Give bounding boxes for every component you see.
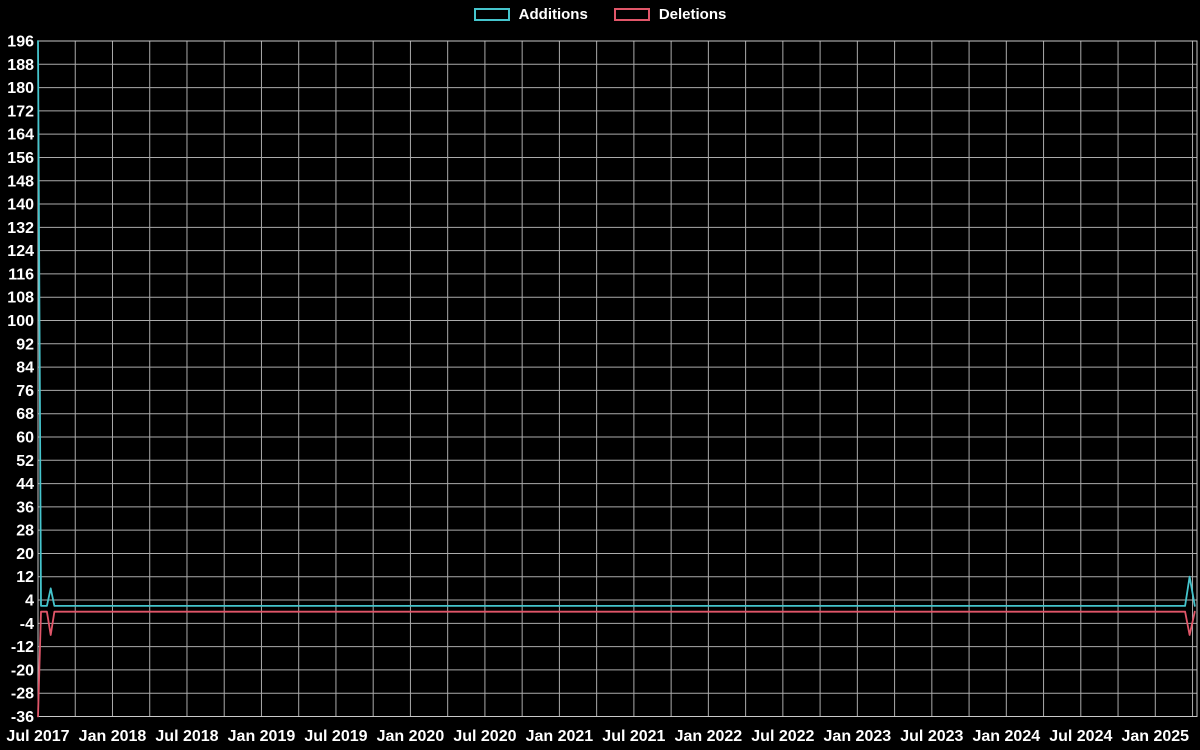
svg-text:Jan 2018: Jan 2018 <box>79 728 147 745</box>
svg-text:84: 84 <box>16 360 34 377</box>
svg-text:Jul 2023: Jul 2023 <box>900 728 963 745</box>
svg-text:132: 132 <box>7 220 34 237</box>
svg-text:Jan 2023: Jan 2023 <box>824 728 892 745</box>
x-axis-tick-labels: Jul 2017 Jan 2018 Jul 2018 Jan 2019 Jul 2019… <box>6 728 1189 745</box>
additions-line <box>37 40 1196 607</box>
svg-text:52: 52 <box>16 453 34 470</box>
y-axis-tick-labels: 1961881801721641561481401321241161081009… <box>7 34 34 727</box>
deletions-line <box>37 610 1196 718</box>
svg-text:Jan 2019: Jan 2019 <box>228 728 296 745</box>
svg-text:116: 116 <box>8 266 34 283</box>
svg-text:28: 28 <box>16 523 34 540</box>
svg-text:164: 164 <box>7 127 34 144</box>
svg-text:36: 36 <box>16 499 34 516</box>
svg-text:Jul 2018: Jul 2018 <box>155 728 218 745</box>
svg-text:Jul 2020: Jul 2020 <box>453 728 516 745</box>
svg-text:Jul 2019: Jul 2019 <box>304 728 367 745</box>
svg-text:140: 140 <box>7 197 34 214</box>
svg-text:20: 20 <box>16 546 34 563</box>
svg-text:Jan 2021: Jan 2021 <box>526 728 594 745</box>
chart-legend: Additions Deletions <box>0 7 1200 22</box>
svg-text:60: 60 <box>16 429 34 446</box>
svg-text:148: 148 <box>7 173 34 190</box>
svg-text:Jul 2017: Jul 2017 <box>6 728 69 745</box>
svg-text:196: 196 <box>7 34 34 51</box>
svg-text:44: 44 <box>16 476 34 493</box>
svg-text:-36: -36 <box>11 709 34 726</box>
svg-text:Jan 2024: Jan 2024 <box>973 728 1041 745</box>
svg-text:-28: -28 <box>11 686 34 703</box>
legend-item-additions[interactable]: Additions <box>473 6 588 23</box>
svg-text:156: 156 <box>7 150 34 167</box>
svg-text:108: 108 <box>7 290 34 307</box>
svg-text:12: 12 <box>16 569 34 586</box>
svg-text:172: 172 <box>7 103 34 120</box>
svg-text:Jul 2022: Jul 2022 <box>751 728 814 745</box>
svg-text:100: 100 <box>7 313 34 330</box>
svg-text:Jan 2020: Jan 2020 <box>377 728 445 745</box>
svg-text:124: 124 <box>7 243 34 260</box>
svg-text:76: 76 <box>16 383 34 400</box>
legend-item-deletions[interactable]: Deletions <box>613 6 727 23</box>
deletions-swatch-icon <box>613 8 650 21</box>
grid-lines <box>37 40 1197 717</box>
svg-text:Jul 2021: Jul 2021 <box>602 728 665 745</box>
svg-text:92: 92 <box>16 336 34 353</box>
svg-text:-12: -12 <box>11 639 34 656</box>
svg-text:180: 180 <box>7 80 34 97</box>
svg-text:68: 68 <box>16 406 34 423</box>
svg-text:188: 188 <box>7 57 34 74</box>
svg-text:4: 4 <box>25 593 34 610</box>
svg-text:-20: -20 <box>11 662 34 679</box>
svg-text:Jan 2025: Jan 2025 <box>1121 728 1189 745</box>
legend-label-deletions: Deletions <box>658 6 727 23</box>
additions-swatch-icon <box>473 8 510 21</box>
legend-label-additions: Additions <box>518 6 588 23</box>
svg-text:Jul 2024: Jul 2024 <box>1049 728 1112 745</box>
svg-text:-4: -4 <box>20 616 34 633</box>
svg-text:Jan 2022: Jan 2022 <box>675 728 743 745</box>
